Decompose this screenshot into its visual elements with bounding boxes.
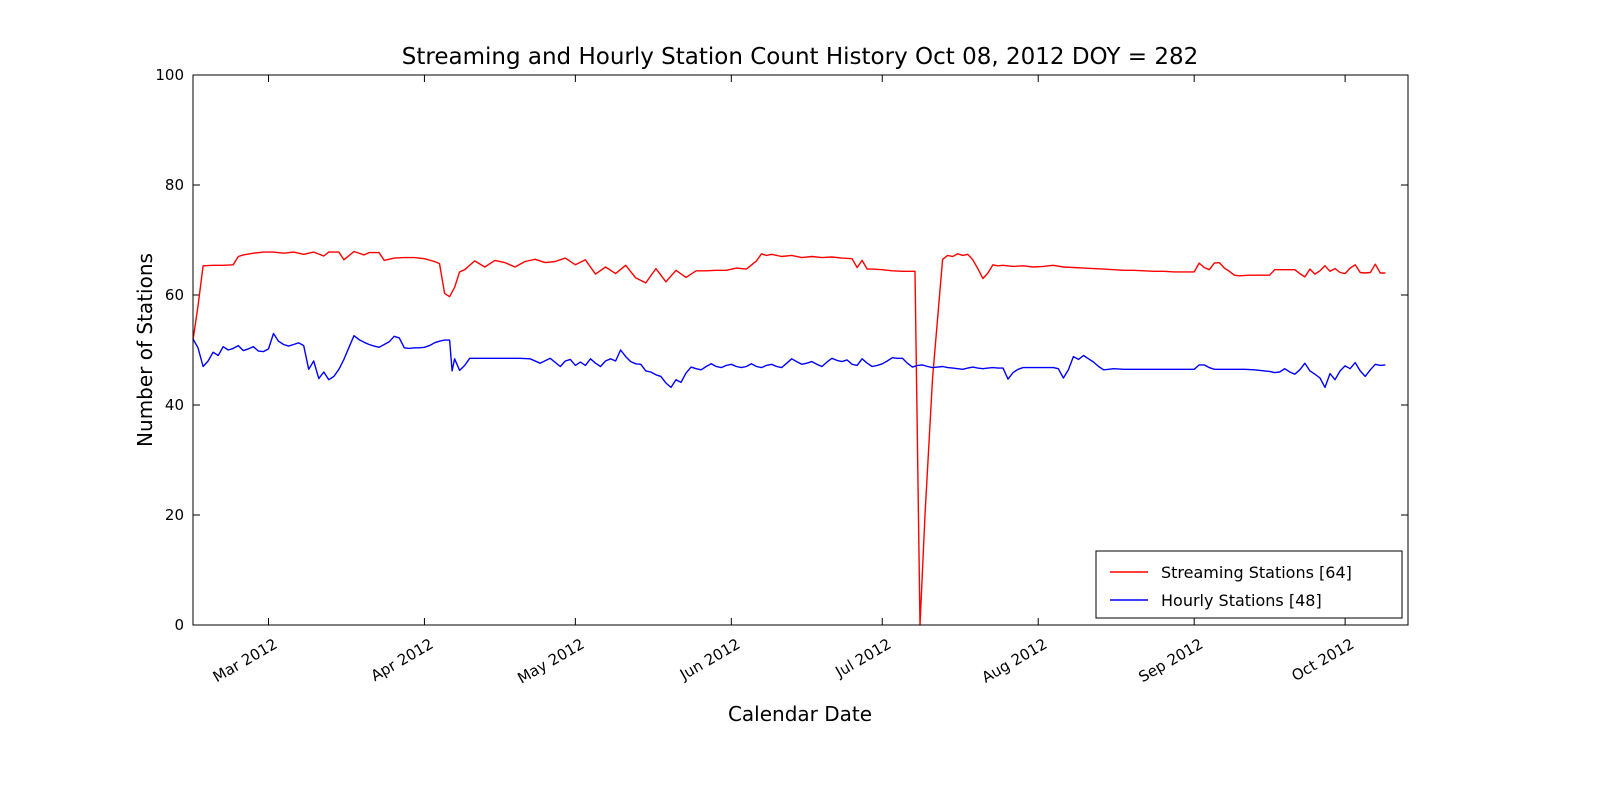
- y-axis-label: Number of Stations: [133, 253, 157, 447]
- legend-box: [1095, 550, 1403, 619]
- x-tick-label: Sep 2012: [1136, 635, 1207, 686]
- y-tick-label: 0: [174, 616, 184, 634]
- y-tick-label: 80: [165, 176, 184, 194]
- x-tick-label: Apr 2012: [368, 635, 437, 685]
- x-axis-label: Calendar Date: [728, 702, 872, 726]
- y-tick-label: 60: [165, 286, 184, 304]
- x-tick-label: Jul 2012: [832, 635, 895, 682]
- series-line-0: [192, 250, 1386, 626]
- x-tick-label: Jun 2012: [676, 635, 743, 684]
- y-tick-label: 20: [165, 506, 184, 524]
- legend-label-hourly: Hourly Stations [48]: [1161, 591, 1322, 610]
- series-line-1: [192, 332, 1386, 389]
- x-tick-label: May 2012: [514, 635, 587, 688]
- x-tick-label: Oct 2012: [1288, 635, 1357, 685]
- legend-label-streaming: Streaming Stations [64]: [1161, 563, 1352, 582]
- x-tick-label: Mar 2012: [210, 635, 281, 686]
- axes-frame: [192, 74, 1409, 626]
- y-tick-label: 40: [165, 396, 184, 414]
- x-tick-label: Aug 2012: [979, 635, 1051, 687]
- legend: Streaming Stations [64] Hourly Stations …: [1095, 550, 1403, 619]
- chart-title: Streaming and Hourly Station Count Histo…: [402, 44, 1198, 70]
- y-tick-label: 100: [155, 66, 184, 84]
